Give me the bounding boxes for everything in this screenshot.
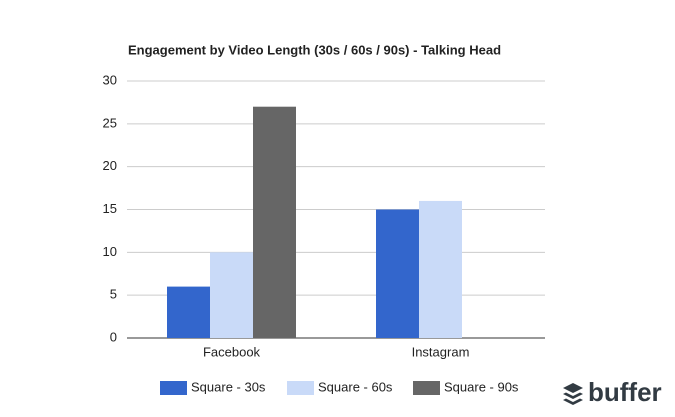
legend-label: Square - 60s: [318, 379, 393, 394]
x-tick-label: Instagram: [412, 344, 470, 359]
x-tick-label: Facebook: [203, 344, 261, 359]
y-tick-label: 15: [103, 201, 117, 216]
y-tick-label: 0: [110, 329, 117, 344]
legend-swatch: [287, 381, 314, 395]
bar: [210, 252, 253, 338]
legend-label: Square - 30s: [191, 379, 266, 394]
legend-label: Square - 90s: [444, 379, 519, 394]
legend-swatch: [413, 381, 440, 395]
legend-swatch: [160, 381, 187, 395]
y-tick-label: 30: [103, 72, 117, 87]
brand-name: buffer: [588, 377, 662, 407]
brand-logo: [563, 383, 583, 405]
y-tick-label: 20: [103, 158, 117, 173]
bar: [419, 200, 462, 338]
chart-title: Engagement by Video Length (30s / 60s / …: [128, 42, 501, 57]
y-tick-label: 25: [103, 115, 117, 130]
bar: [376, 209, 419, 338]
bar: [167, 286, 210, 338]
y-tick-label: 10: [103, 244, 117, 259]
y-tick-label: 5: [110, 287, 117, 302]
bar: [253, 106, 296, 338]
